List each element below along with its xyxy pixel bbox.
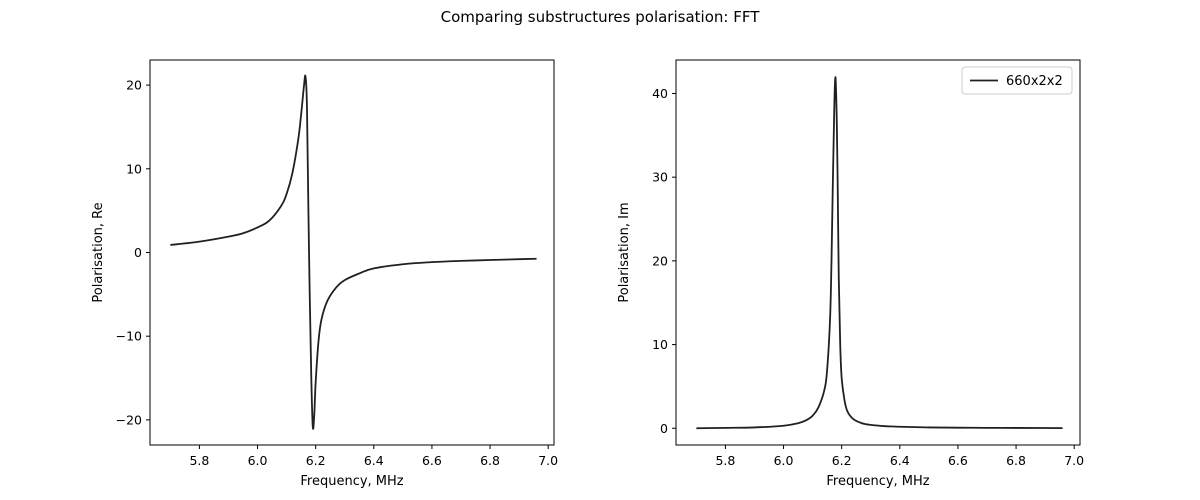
x-tick-label: 6.6 [422,453,442,468]
figure-title: Comparing substructures polarisation: FF… [441,8,761,26]
y-tick-label: 20 [126,78,142,93]
plot-imaginary-part: 5.8 6.0 6.2 6.4 6.6 6.8 7.0 0 10 20 30 40 Frequency,… [617,59,1084,489]
x-tick-label: 7.0 [538,453,558,468]
x-tick-label: 6.8 [1006,453,1026,468]
x-tick-label: 5.8 [715,453,735,468]
y-tick-label: 40 [652,86,668,101]
x-axis-label: Frequency, MHz [300,474,403,489]
x-tick-label: 6.4 [364,453,384,468]
legend-box [961,66,1073,95]
y-tick-label: 20 [652,253,668,268]
x-tick-label: 6.8 [480,453,500,468]
y-tick-label: 10 [652,337,668,352]
y-tick-label: 0 [134,245,142,260]
y-tick-label: 10 [126,161,142,176]
legend-label: 660x2x2 [1006,74,1063,89]
axes-frame [675,59,1081,446]
x-tick-label: 6.2 [306,453,326,468]
y-axis-label: Polarisation, Re [91,202,106,302]
y-tick-label: 30 [652,170,668,185]
x-tick-label: 6.2 [832,453,852,468]
x-tick-label: 6.0 [774,453,794,468]
axes-frame [149,59,555,446]
x-axis-label: Frequency, MHz [826,474,929,489]
x-tick-label: 5.8 [189,453,209,468]
plot-real-part: 5.8 6.0 6.2 6.4 6.6 6.8 7.0 −20 −10 0 10 20 Frequenc… [91,59,558,489]
y-tick-label: −10 [116,329,142,344]
series-line [170,74,537,430]
x-tick-label: 7.0 [1064,453,1084,468]
x-tick-label: 6.0 [248,453,268,468]
y-axis-label: Polarisation, Im [617,202,632,302]
x-tick-label: 6.6 [948,453,968,468]
series-line [696,76,1063,430]
x-tick-label: 6.4 [890,453,910,468]
y-tick-label: −20 [116,412,142,427]
y-tick-label: 0 [660,421,668,436]
